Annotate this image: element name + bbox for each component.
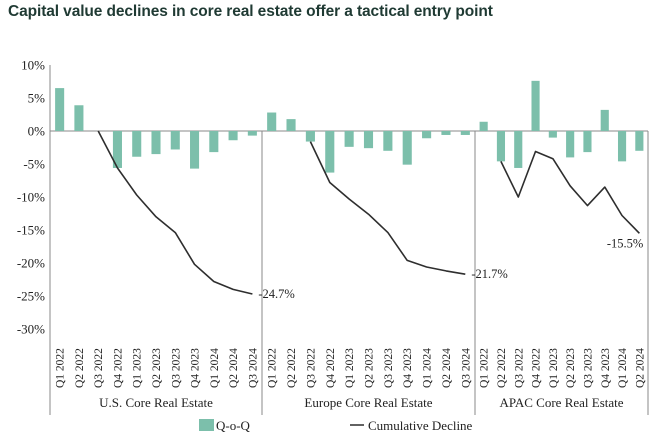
x-tick-label: Q4 2022 [112, 348, 124, 388]
x-tick-label: Q2 2023 [565, 348, 577, 388]
x-tick-label: Q1 2022 [267, 348, 279, 388]
bar-qoq [383, 131, 393, 151]
cumulative-lines [97, 130, 640, 295]
group-label: APAC Core Real Estate [499, 395, 623, 410]
group-labels: U.S. Core Real Estate Europe Core Real Es… [99, 395, 624, 410]
bar-qoq [228, 131, 238, 141]
bar-qoq [422, 131, 432, 139]
x-tick-label: Q4 2023 [600, 348, 612, 388]
x-tick-label: Q3 2022 [305, 348, 317, 388]
bar-qoq [402, 131, 412, 165]
cumulative-line [309, 141, 466, 275]
x-tick-label: Q3 2023 [170, 348, 182, 388]
bar-qoq [363, 131, 374, 149]
x-tick-label: Q3 2024 [460, 348, 472, 388]
group-label: Europe Core Real Estate [304, 395, 432, 410]
x-tick-label: Q2 2022 [74, 348, 86, 388]
x-tick-label: Q3 2022 [513, 348, 525, 388]
x-tick-label: Q2 2024 [634, 348, 646, 388]
end-label: -15.5% [607, 236, 643, 250]
x-tick-label: Q1 2022 [479, 348, 491, 388]
x-tick-label: Q1 2024 [209, 348, 221, 388]
cumulative-line [97, 130, 253, 295]
bar-qoq [496, 131, 506, 162]
y-tick-label: 5% [28, 91, 46, 106]
y-tick-label: 0% [28, 124, 46, 139]
x-tick-label: Q1 2024 [422, 348, 434, 388]
x-tick-label: Q1 2023 [344, 348, 356, 388]
x-tick-label: Q2 2023 [364, 348, 376, 388]
bar-qoq [112, 131, 122, 168]
x-tick-label: Q3 2023 [582, 348, 594, 388]
legend-label-cumulative: Cumulative Decline [368, 418, 473, 433]
bar-qoq [151, 131, 161, 155]
x-tick-label: Q3 2022 [93, 348, 105, 388]
x-tick-label: Q1 2023 [132, 348, 144, 388]
group-label: U.S. Core Real Estate [99, 395, 213, 410]
bar-qoq [531, 80, 540, 131]
bar-qoq [209, 131, 219, 153]
x-tick-label: Q2 2022 [496, 348, 508, 388]
x-tick-label: Q4 2023 [190, 348, 202, 388]
bar-qoq [132, 131, 142, 157]
x-tick-label: Q1 2023 [548, 348, 560, 388]
bar-qoq [267, 112, 277, 131]
bar-qoq [74, 105, 84, 131]
bar-qoq [460, 131, 470, 135]
bar-qoq [170, 131, 180, 150]
bar-qoq [344, 131, 354, 147]
bar-qoq [286, 119, 296, 131]
x-tick-label: Q4 2023 [402, 348, 414, 388]
legend-swatch-qoq [199, 419, 214, 431]
x-tick-label: Q1 2024 [617, 348, 629, 388]
x-tick-label: Q2 2024 [441, 348, 453, 388]
y-tick-label: -30% [17, 322, 45, 337]
x-tick-label: Q4 2022 [325, 348, 337, 388]
x-tick-label: Q2 2022 [286, 348, 298, 388]
end-label: -21.7% [471, 267, 507, 281]
bar-qoq [600, 109, 609, 131]
end-label: -24.7% [258, 287, 294, 301]
legend-label-qoq: Q-o-Q [216, 418, 251, 433]
legend: Q-o-Q Cumulative Decline [199, 418, 473, 433]
bar-qoq [479, 121, 488, 131]
x-tick-label: Q3 2024 [247, 348, 259, 388]
bar-qoq [55, 88, 65, 131]
bar-qoq [305, 131, 315, 142]
bar-qoq [617, 131, 627, 162]
x-tick-label: Q1 2022 [55, 348, 67, 388]
bar-qoq [635, 131, 644, 151]
x-tick-label: Q2 2024 [228, 348, 240, 388]
x-tick-label: Q4 2022 [531, 348, 543, 388]
y-tick-label: -10% [17, 190, 45, 205]
end-labels: -24.7% -21.7% -15.5% [258, 236, 643, 301]
bar-qoq [583, 131, 592, 153]
category-labels: Q1 2022 Q2 2022 Q3 2022 Q4 2022 Q1 2023 Q2 20… [55, 348, 647, 388]
y-tick-label: -15% [17, 223, 45, 238]
bar-qoq [441, 131, 451, 135]
bar-qoq [190, 131, 200, 169]
bars [55, 80, 644, 173]
cumulative-line [500, 150, 640, 234]
y-tick-label: -20% [17, 256, 45, 271]
bar-qoq [548, 131, 557, 138]
y-tick-label: -5% [23, 157, 45, 172]
bar-qoq [325, 131, 335, 173]
bar-qoq [247, 131, 257, 136]
x-tick-label: Q3 2023 [383, 348, 395, 388]
y-tick-label: -25% [17, 289, 45, 304]
bar-qoq [514, 131, 523, 168]
bar-qoq [566, 131, 575, 158]
x-tick-label: Q2 2023 [151, 348, 163, 388]
y-axis: 10% 5% 0% -5% -10% -15% -20% -25% -30% [17, 58, 45, 337]
chart-title: Capital value declines in core real esta… [8, 3, 493, 20]
y-tick-label: 10% [21, 58, 45, 73]
